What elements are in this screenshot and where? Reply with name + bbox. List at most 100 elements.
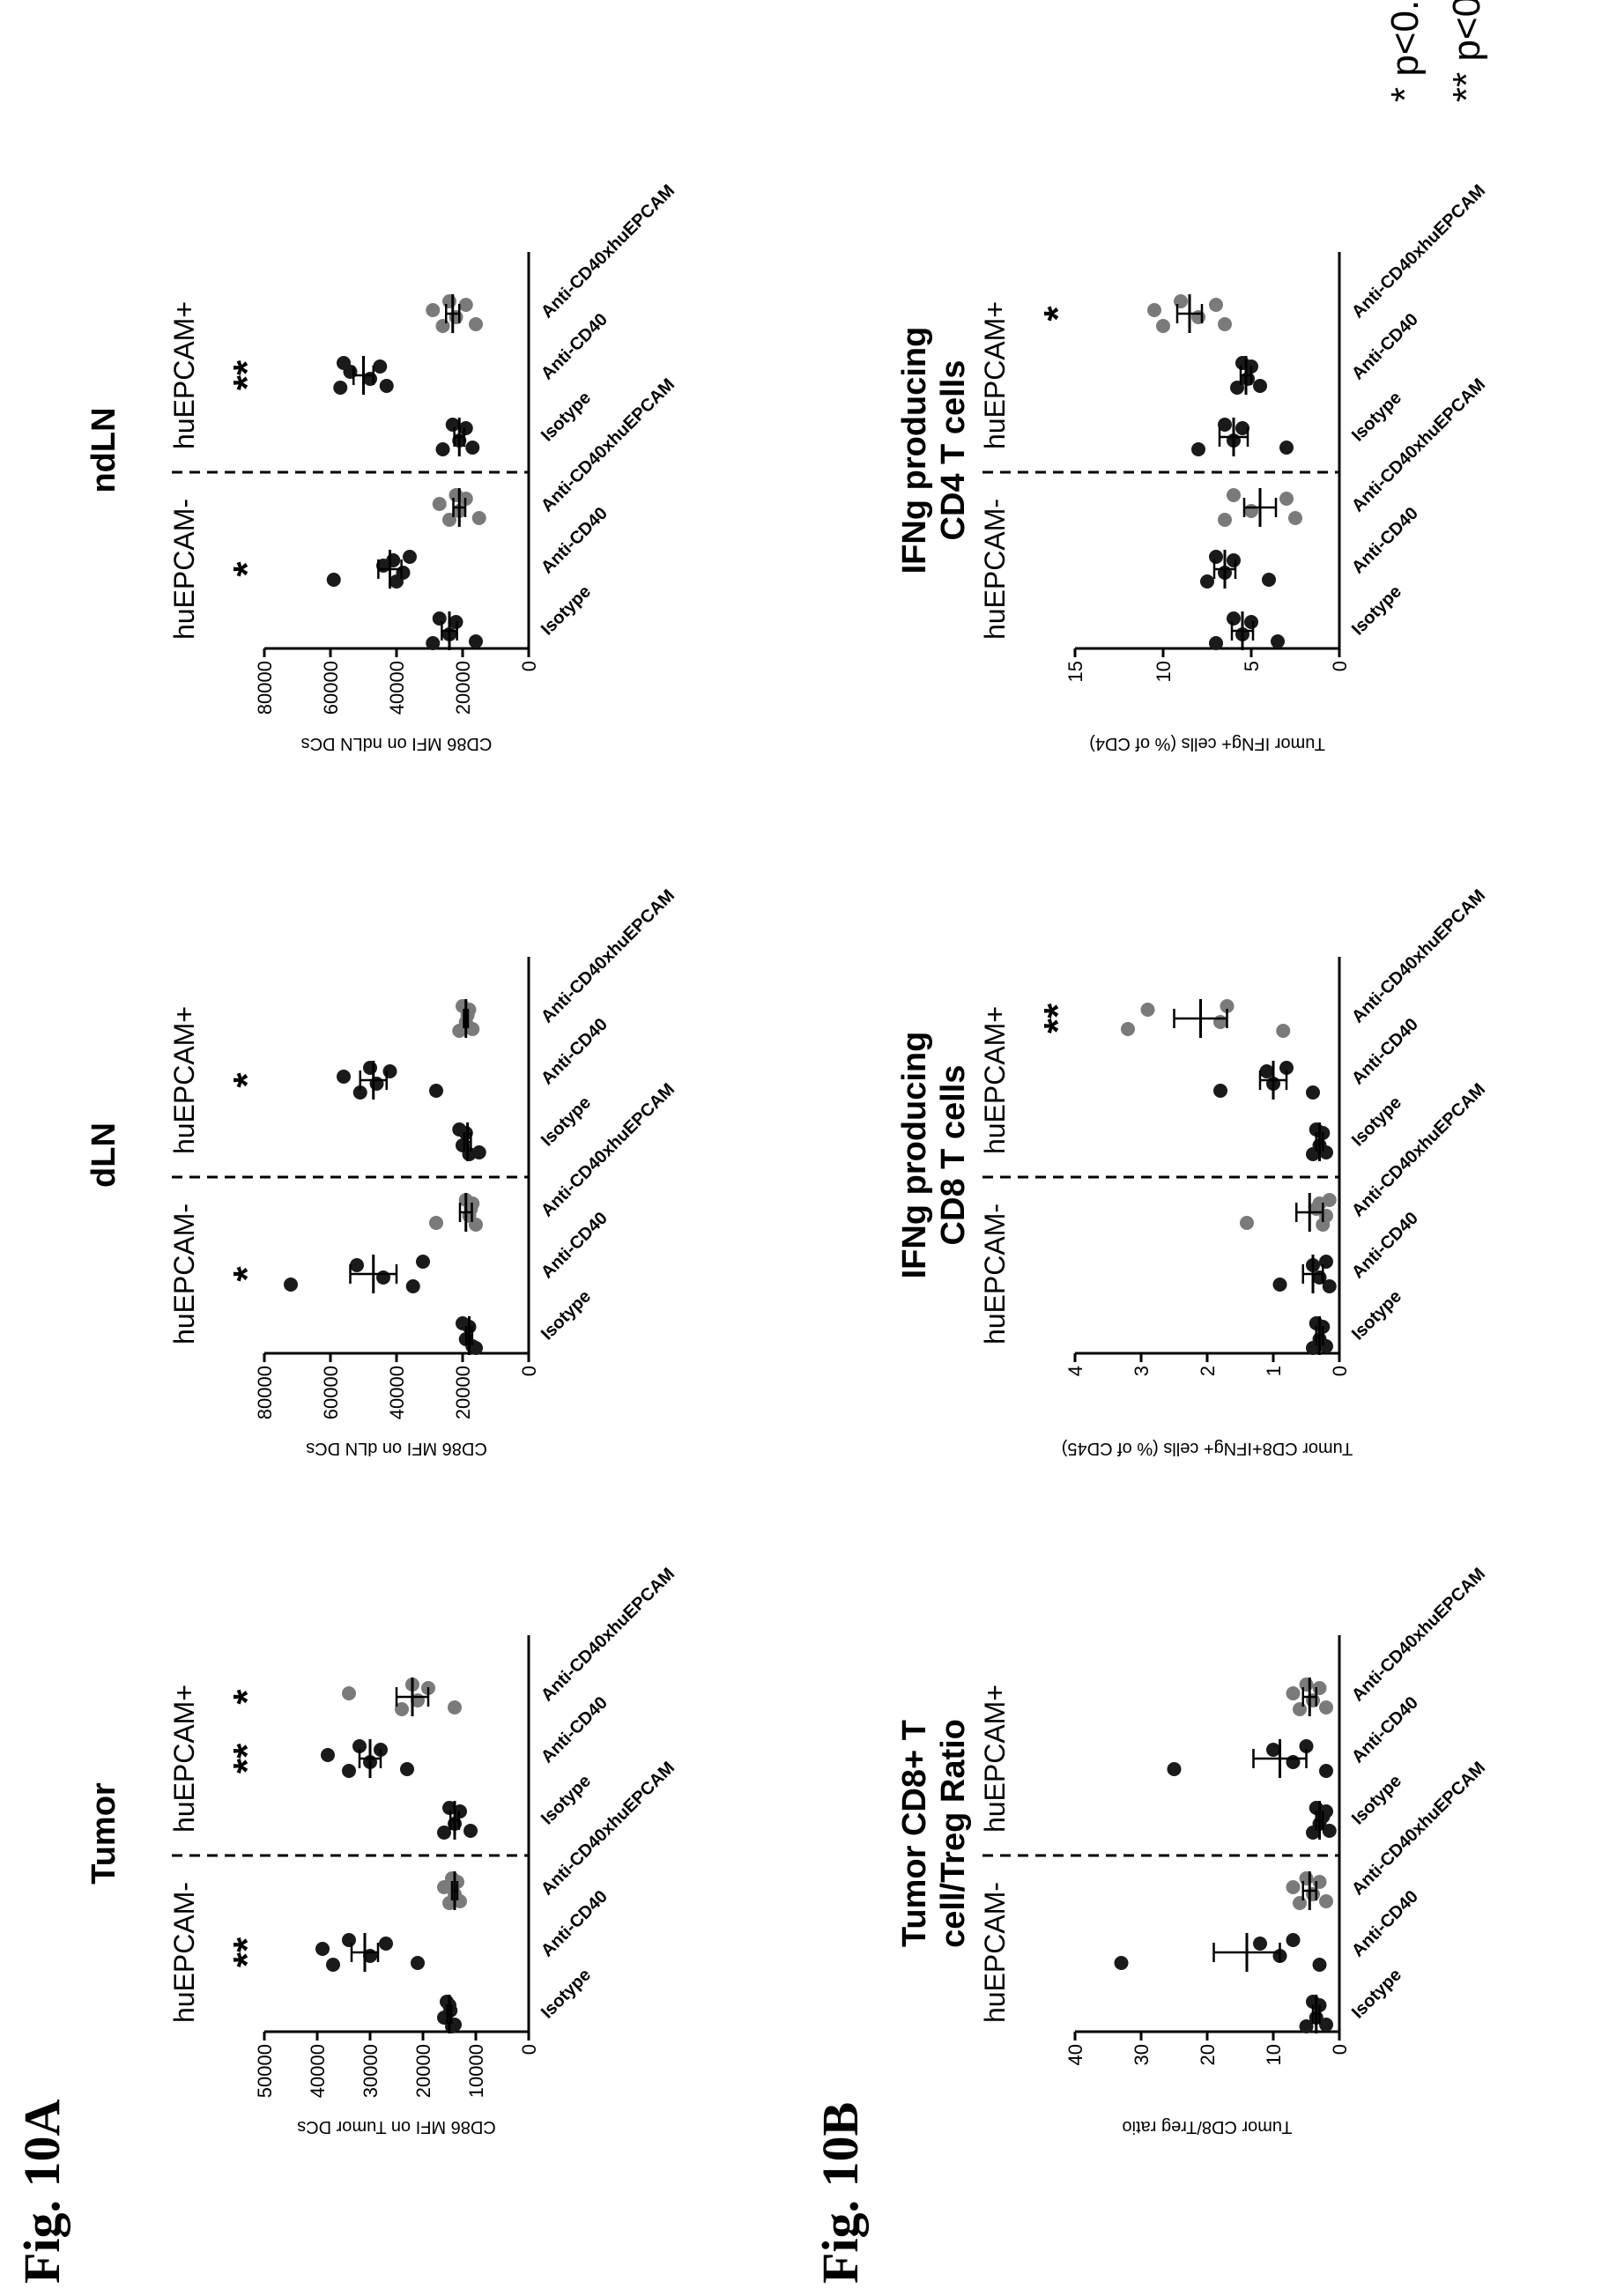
x-tick-label: Anti-CD40xhuEPCAM: [1348, 1564, 1489, 1705]
data-point: [1200, 574, 1214, 589]
x-tick-label: Isotype: [538, 1092, 595, 1150]
y-axis-label: Tumor CD8/Treg ratio: [1122, 2117, 1292, 2137]
significance-marker: **: [226, 1937, 269, 1967]
data-point: [1244, 615, 1258, 629]
data-point: [1167, 1762, 1182, 1776]
data-point: [463, 1824, 478, 1838]
data-point: [1209, 550, 1223, 564]
data-point: [326, 573, 341, 587]
y-tick-label: 40000: [386, 661, 408, 715]
data-point: [1319, 1764, 1333, 1778]
legend-p005: * p<0.05: [1383, 0, 1427, 102]
y-axis-label: Tumor IFNg+ cells (% of CD4): [1089, 734, 1325, 753]
data-point: [1309, 1202, 1324, 1216]
x-tick-label: Anti-CD40xhuEPCAM: [1348, 374, 1489, 515]
data-point: [465, 441, 480, 455]
x-tick-label: Isotype: [538, 388, 595, 445]
y-tick-label: 0: [1329, 661, 1351, 671]
data-point: [352, 1085, 367, 1100]
data-point: [1235, 421, 1249, 435]
x-tick-label: Anti-CD40xhuEPCAM: [538, 1758, 678, 1899]
data-point: [343, 365, 358, 379]
y-tick-label: 80000: [254, 661, 276, 715]
x-tick-label: Isotype: [1348, 1965, 1405, 2022]
y-tick-label: 20: [1197, 2044, 1219, 2065]
data-point: [426, 303, 441, 317]
figure-label-10a: Fig. 10A: [13, 2099, 70, 2284]
legend-p001: ** p<0.01: [1445, 0, 1488, 102]
y-tick-label: 50000: [254, 2044, 276, 2098]
data-point: [429, 1084, 443, 1098]
y-axis-label: CD86 MFI on dLN DCs: [306, 1439, 487, 1458]
x-tick-label: Anti-CD40: [1348, 1693, 1422, 1767]
x-tick-label: Anti-CD40: [1348, 1209, 1422, 1283]
data-point: [363, 1061, 377, 1075]
data-point: [1299, 1871, 1314, 1885]
x-tick-label: Anti-CD40xhuEPCAM: [538, 1564, 678, 1705]
group-label: huEPCAM+: [979, 1006, 1011, 1154]
x-tick-label: Isotype: [538, 1771, 595, 1828]
data-point: [1156, 319, 1170, 333]
y-tick-label: 2: [1197, 1366, 1219, 1376]
data-point: [284, 1278, 298, 1292]
y-tick-label: 20000: [452, 1366, 474, 1419]
data-point: [352, 1739, 367, 1753]
x-tick-label: Anti-CD40: [1348, 1887, 1422, 1961]
data-point: [1218, 418, 1232, 432]
data-point: [449, 310, 463, 324]
data-point: [1114, 1956, 1129, 1970]
data-point: [1235, 356, 1249, 370]
data-point: [1230, 381, 1244, 395]
data-point: [456, 1316, 470, 1330]
data-point: [426, 636, 441, 650]
y-tick-label: 4: [1064, 1366, 1086, 1376]
data-point: [1209, 298, 1223, 312]
data-point: [405, 1279, 420, 1293]
data-point: [1279, 1061, 1294, 1075]
data-point: [471, 511, 486, 525]
data-point: [1288, 511, 1302, 525]
data-point: [376, 1270, 390, 1285]
data-point: [1209, 636, 1223, 650]
x-tick-label: Anti-CD40: [538, 504, 612, 578]
y-axis-label: CD86 MFI on Tumor DCs: [297, 2117, 496, 2137]
data-point: [342, 1933, 356, 1947]
x-tick-label: Anti-CD40: [538, 1209, 612, 1283]
x-tick-label: Anti-CD40xhuEPCAM: [538, 885, 678, 1026]
data-point: [342, 1764, 356, 1778]
y-tick-label: 80000: [254, 1366, 276, 1419]
data-point: [1299, 1739, 1314, 1753]
data-point: [1220, 999, 1235, 1013]
y-tick-label: 60000: [320, 1366, 342, 1419]
x-tick-label: Anti-CD40xhuEPCAM: [538, 1079, 678, 1220]
data-point: [1316, 1218, 1331, 1232]
group-label: huEPCAM-: [168, 1204, 200, 1344]
x-tick-label: Isotype: [538, 1965, 595, 2022]
x-tick-label: Anti-CD40: [1348, 1015, 1422, 1089]
data-point: [1322, 1824, 1337, 1838]
significance-marker: *: [226, 1072, 269, 1088]
data-point: [435, 319, 450, 333]
data-point: [435, 442, 450, 456]
group-label: huEPCAM-: [168, 499, 200, 640]
data-point: [416, 1255, 430, 1269]
x-tick-label: Isotype: [538, 1286, 595, 1344]
data-point: [333, 381, 348, 395]
x-tick-label: Anti-CD40xhuEPCAM: [538, 374, 678, 515]
chart-title-line: dLN: [85, 1122, 122, 1188]
data-point: [1244, 504, 1258, 518]
data-point: [1147, 303, 1161, 317]
group-label: huEPCAM-: [168, 1882, 200, 2023]
data-point: [1253, 1937, 1267, 1951]
data-point: [321, 1748, 335, 1762]
group-label: huEPCAM+: [979, 1685, 1011, 1833]
data-point: [1299, 1678, 1314, 1692]
data-point: [445, 418, 460, 432]
chart-panel-dln: dLN huEPCAM-huEPCAM+ 0 20000 40000 60000 80000…: [85, 885, 678, 1458]
chart-panel-ifng-cd4: IFNg producing CD4 T cellshuEPCAM-huEPCAM…: [896, 181, 1489, 753]
data-point: [315, 1942, 330, 1956]
data-point: [1218, 317, 1232, 331]
y-tick-label: 0: [518, 661, 540, 671]
data-point: [442, 294, 456, 308]
